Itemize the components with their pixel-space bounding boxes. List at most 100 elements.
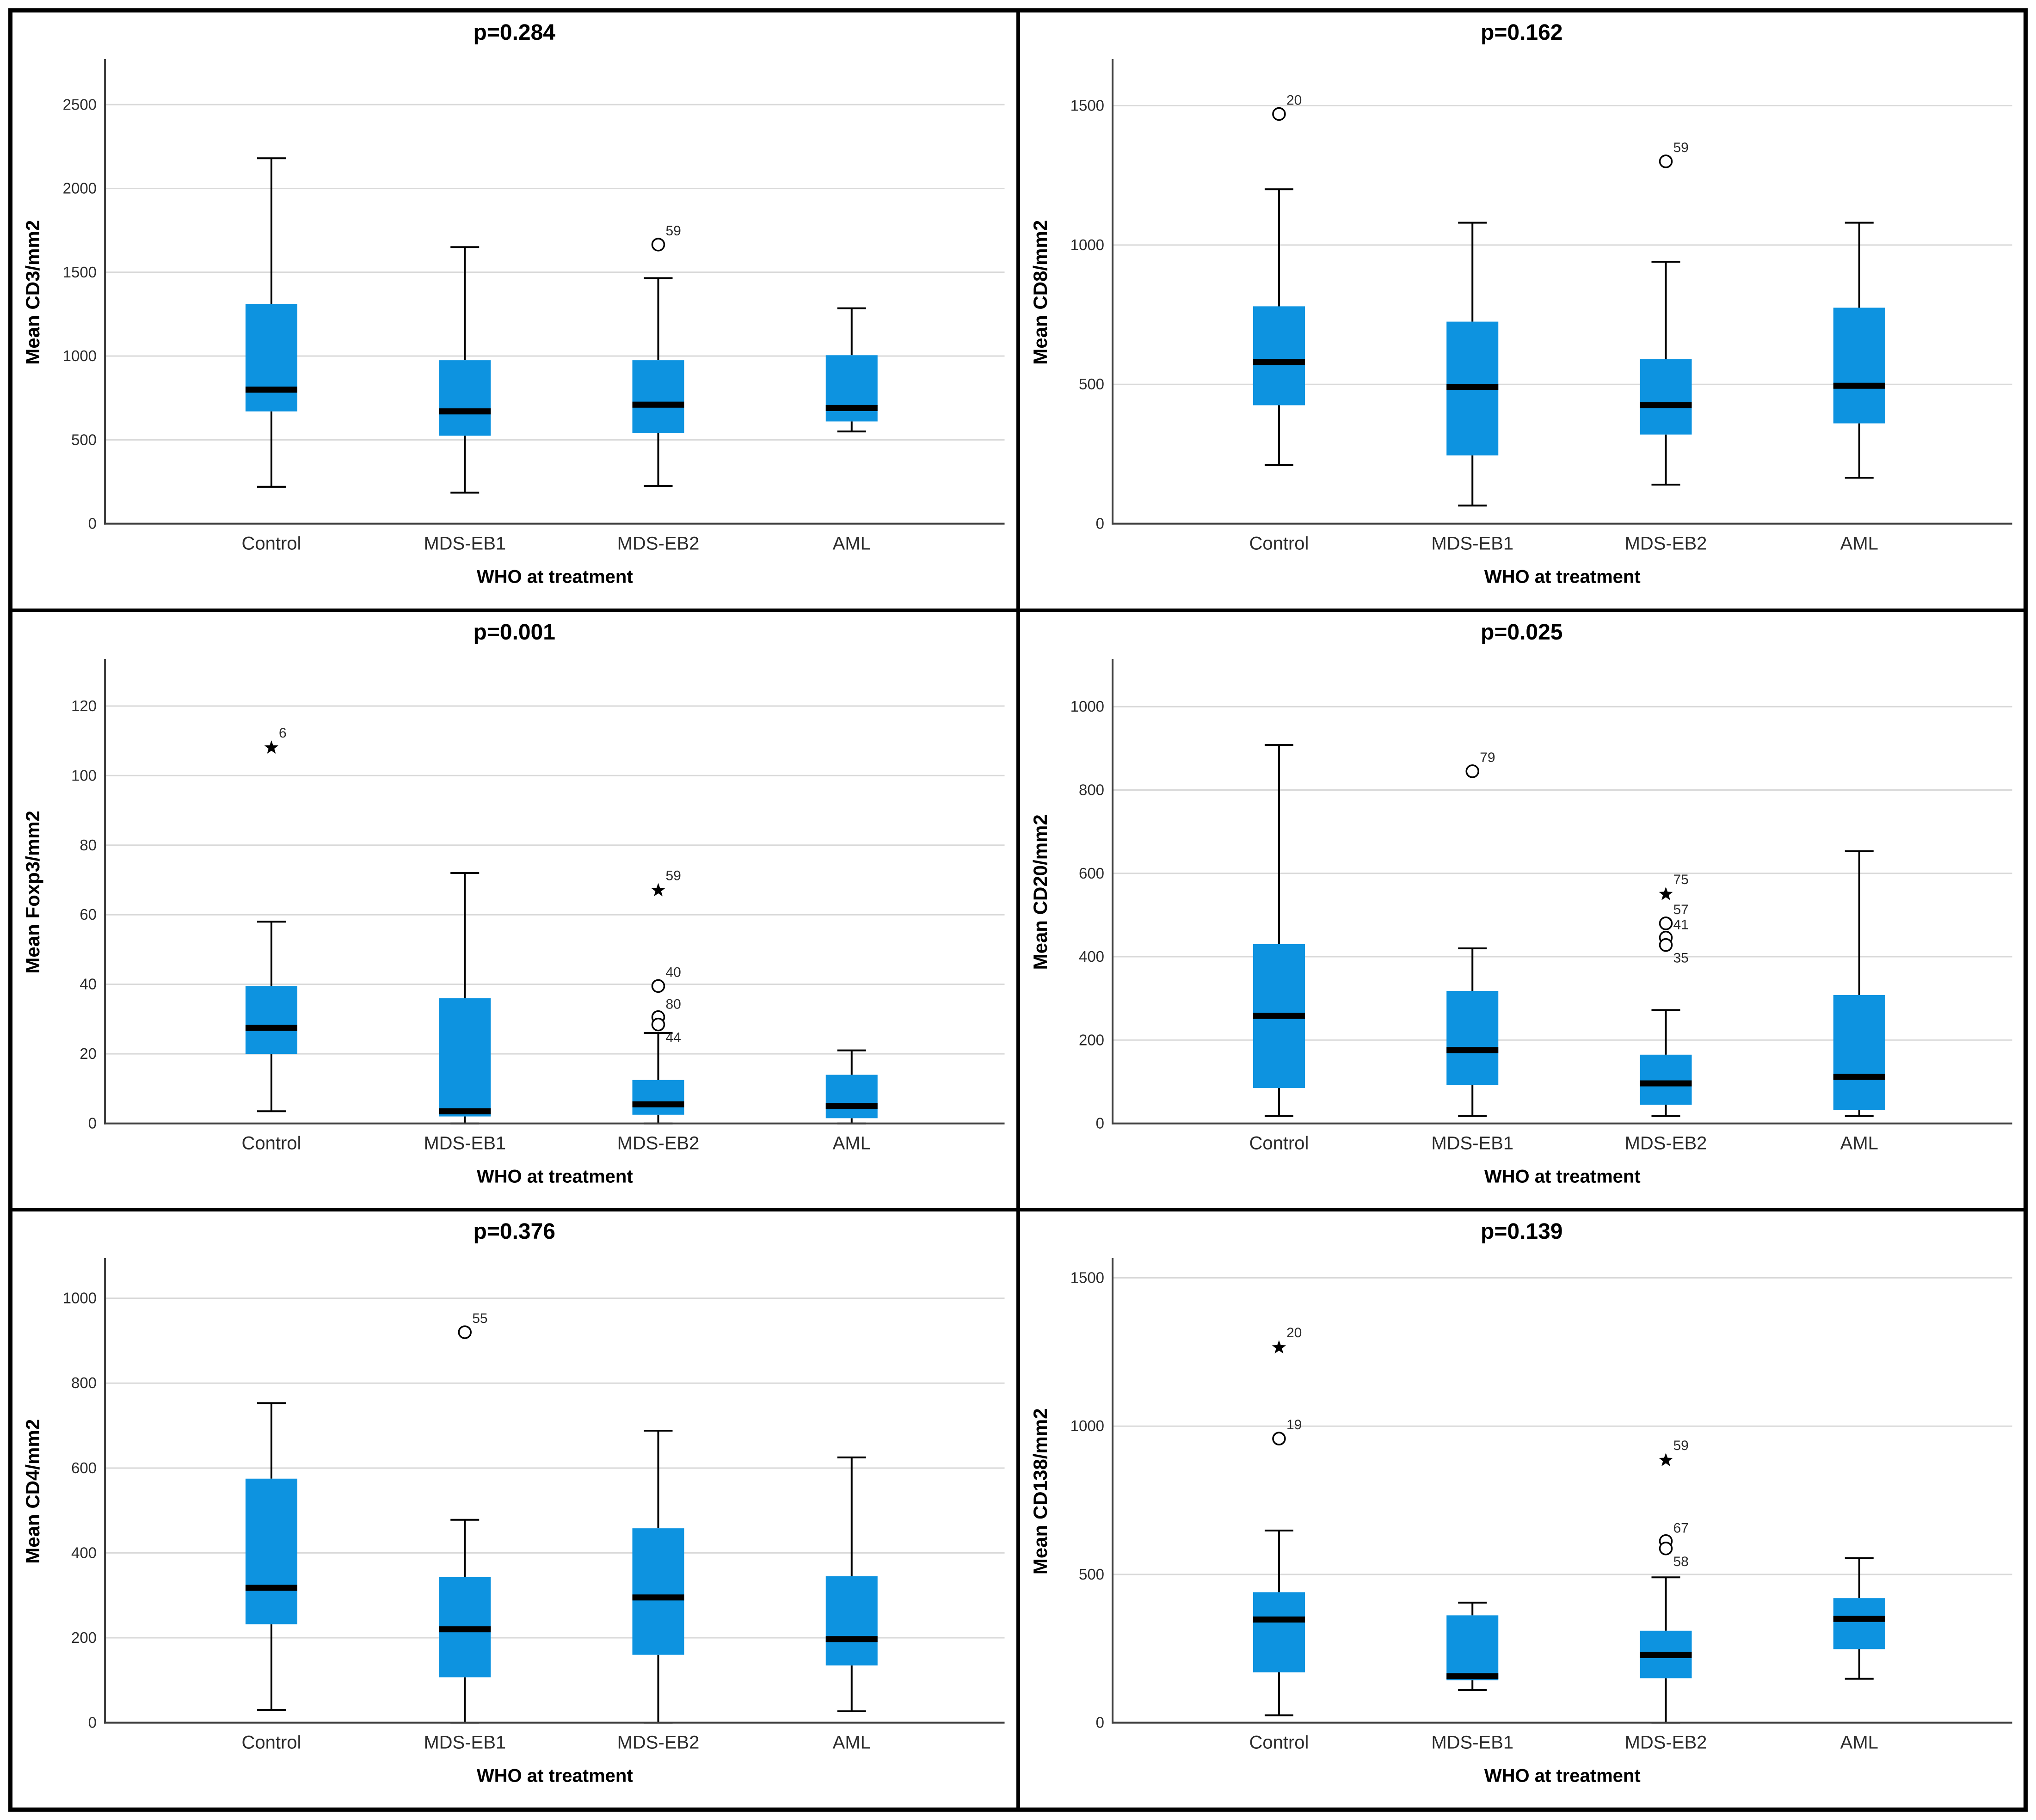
outlier-circle	[1659, 1542, 1673, 1556]
x-category-label: Control	[241, 1733, 301, 1753]
outlier-circle	[1465, 764, 1479, 778]
x-category-label: AML	[1840, 534, 1878, 554]
x-category-label: AML	[833, 1133, 871, 1153]
x-category-label: AML	[833, 1733, 871, 1753]
y-tick-label: 600	[1078, 864, 1104, 881]
box	[1253, 306, 1305, 406]
panel-title-foxp3: p=0.001	[473, 620, 555, 645]
y-tick-label: 20	[80, 1045, 97, 1062]
outlier-label: 67	[1673, 1521, 1688, 1536]
y-tick-label: 0	[88, 515, 97, 532]
outlier-circle	[458, 1325, 472, 1340]
outlier-label: 59	[666, 868, 681, 883]
x-category-label: AML	[1840, 1133, 1878, 1153]
y-tick-label: 1000	[1070, 698, 1104, 715]
boxplot-panel-cd138: p=0.139 20 19 59 67 58 0 500 1000 1500 Control MDS…	[1020, 1211, 2024, 1808]
x-category-label: MDS-EB2	[1624, 1133, 1707, 1153]
x-category-label: MDS-EB2	[1624, 1733, 1707, 1753]
boxplot-panel-cd3: p=0.284 59 0 500 1000 1500 2000 2500 Control MDS…	[12, 12, 1016, 609]
y-axis-title: Mean CD138/mm2	[1029, 1408, 1051, 1575]
box	[245, 986, 297, 1054]
y-tick-label: 500	[1078, 375, 1104, 393]
outlier-circle	[1659, 938, 1673, 952]
outlier-label: 40	[666, 965, 681, 980]
y-tick-label: 1000	[63, 347, 97, 364]
outlier-star	[1658, 886, 1673, 900]
y-axis-title: Mean CD8/mm2	[1029, 220, 1051, 365]
x-category-label: MDS-EB1	[424, 534, 506, 554]
y-tick-label: 1500	[1070, 1269, 1104, 1286]
y-tick-label: 500	[1078, 1566, 1104, 1583]
box	[1446, 1615, 1498, 1681]
y-tick-label: 0	[88, 1714, 97, 1731]
box	[439, 360, 491, 436]
outlier-label: 6	[279, 726, 287, 741]
y-tick-label: 200	[71, 1629, 97, 1646]
y-tick-label: 1000	[63, 1290, 97, 1307]
x-category-label: Control	[1249, 534, 1309, 554]
outlier-circle	[651, 238, 665, 252]
x-category-label: AML	[833, 534, 871, 554]
panel-title-cd4: p=0.376	[473, 1219, 555, 1244]
box	[1833, 1598, 1885, 1649]
boxplot-svg: 20 59 0 500 1000 1500 Control MDS-EB1 MDS-EB2 AML…	[1029, 59, 2012, 587]
outlier-label: 20	[1286, 1326, 1301, 1341]
outlier-label: 75	[1673, 872, 1688, 887]
outlier-label: 44	[666, 1030, 681, 1045]
y-axis-title: Mean Foxp3/mm2	[22, 811, 43, 973]
y-tick-label: 800	[1078, 781, 1104, 798]
box	[439, 998, 491, 1117]
x-axis-title: WHO at treatment	[1484, 567, 1640, 587]
y-tick-label: 40	[80, 975, 97, 992]
y-tick-label: 0	[1095, 1714, 1104, 1731]
box	[245, 304, 297, 412]
outlier-label: 59	[1673, 140, 1688, 155]
y-tick-label: 800	[71, 1375, 97, 1392]
box	[1833, 307, 1885, 424]
outlier-label: 57	[1673, 902, 1688, 917]
x-axis-title: WHO at treatment	[477, 567, 633, 587]
y-tick-label: 1000	[1070, 1418, 1104, 1435]
outlier-star	[264, 740, 279, 754]
outlier-label: 58	[1673, 1554, 1688, 1569]
boxplot-svg: 6 59 40 80 44 0 20 40 60 80 100 120 Control MDS-EB1 MD…	[22, 658, 1005, 1187]
outlier-circle	[1272, 107, 1286, 121]
box	[1833, 995, 1885, 1110]
panel-title-cd3: p=0.284	[473, 20, 555, 45]
x-axis-title: WHO at treatment	[1484, 1766, 1640, 1786]
outlier-label: 35	[1673, 950, 1688, 965]
y-tick-label: 0	[88, 1114, 97, 1131]
box	[1639, 359, 1692, 435]
x-category-label: AML	[1840, 1733, 1878, 1753]
outlier-circle	[1272, 1432, 1286, 1446]
boxplot-panel-foxp3: p=0.001 6 59 40 80 44 0 20 40 60 80 100 120 Control M…	[12, 612, 1016, 1208]
outlier-label: 59	[666, 223, 681, 239]
x-category-label: Control	[241, 1133, 301, 1153]
y-axis-title: Mean CD3/mm2	[22, 220, 43, 365]
box	[245, 1479, 297, 1624]
panel-title-cd138: p=0.139	[1481, 1219, 1563, 1244]
x-category-label: MDS-EB2	[617, 534, 700, 554]
boxplot-svg: 59 0 500 1000 1500 2000 2500 Control MDS-EB1 MDS-…	[22, 59, 1005, 587]
x-axis-title: WHO at treatment	[477, 1166, 633, 1187]
boxplot-svg: 55 0 200 400 600 800 1000 Control MDS-EB1 MDS-EB2…	[22, 1258, 1005, 1786]
box	[1446, 990, 1498, 1085]
y-axis-title: Mean CD20/mm2	[1029, 814, 1051, 970]
boxplot-canvas-cd138: 20 19 59 67 58 0 500 1000 1500 Control MDS-EB1 MDS-…	[1020, 1211, 2024, 1808]
y-tick-label: 400	[71, 1544, 97, 1562]
x-category-label: MDS-EB2	[1624, 534, 1707, 554]
y-axis-title: Mean CD4/mm2	[22, 1419, 43, 1564]
boxplot-canvas-cd3: 59 0 500 1000 1500 2000 2500 Control MDS-EB1 MDS-…	[12, 12, 1016, 609]
outlier-circle	[1659, 154, 1673, 168]
y-tick-label: 60	[80, 906, 97, 923]
panel-title-cd8: p=0.162	[1481, 20, 1563, 45]
outlier-star	[1658, 1453, 1673, 1467]
outlier-star	[651, 883, 665, 897]
y-tick-label: 0	[1095, 1114, 1104, 1131]
box	[825, 1074, 878, 1118]
x-category-label: Control	[1249, 1133, 1309, 1153]
outlier-star	[1272, 1340, 1286, 1354]
outlier-label: 41	[1673, 917, 1688, 932]
y-tick-label: 400	[1078, 948, 1104, 965]
